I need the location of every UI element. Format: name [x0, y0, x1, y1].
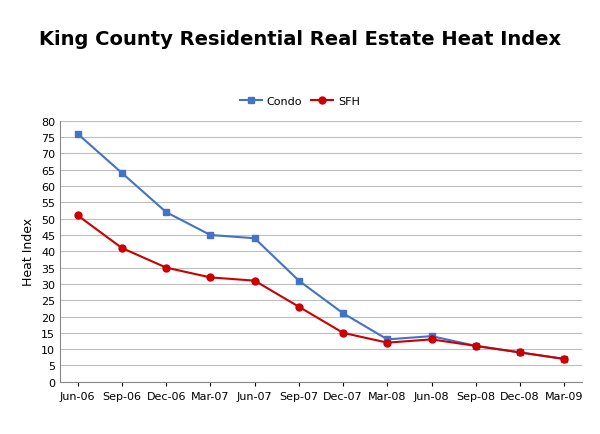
SFH	[472, 344, 479, 349]
Y-axis label: Heat Index: Heat Index	[22, 218, 35, 286]
Condo	[384, 337, 391, 342]
Condo	[517, 350, 524, 355]
SFH	[207, 275, 214, 280]
Legend: Condo, SFH: Condo, SFH	[236, 92, 364, 111]
SFH	[340, 331, 347, 336]
SFH	[384, 340, 391, 345]
Condo	[163, 210, 170, 215]
Condo	[428, 334, 435, 339]
Condo	[472, 344, 479, 349]
Condo	[251, 236, 258, 241]
Line: SFH: SFH	[74, 213, 568, 362]
SFH	[74, 214, 81, 219]
Condo	[295, 279, 302, 284]
SFH	[251, 279, 258, 284]
SFH	[118, 246, 125, 251]
SFH	[561, 357, 568, 362]
Condo	[74, 132, 81, 137]
SFH	[517, 350, 524, 355]
SFH	[428, 337, 435, 342]
Condo	[207, 233, 214, 238]
Condo	[118, 171, 125, 176]
Condo	[561, 357, 568, 362]
Text: King County Residential Real Estate Heat Index: King County Residential Real Estate Heat…	[39, 30, 561, 49]
Line: Condo: Condo	[74, 131, 568, 362]
Condo	[340, 311, 347, 316]
SFH	[163, 266, 170, 271]
SFH	[295, 305, 302, 310]
